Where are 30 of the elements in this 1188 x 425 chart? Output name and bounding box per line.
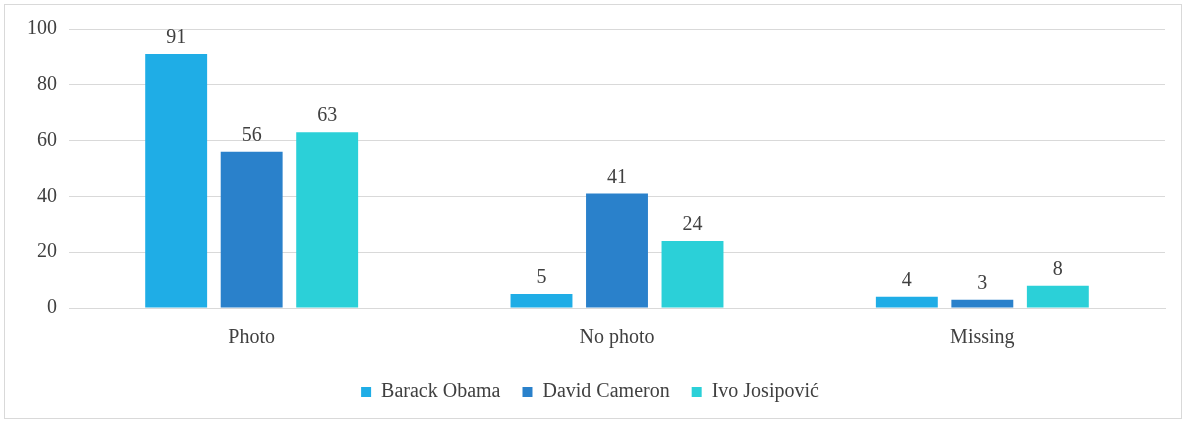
data-label: 63: [317, 103, 338, 126]
y-tick-label: 0: [47, 295, 57, 318]
data-label: 24: [682, 212, 703, 235]
bar: [296, 132, 359, 308]
bar: [1026, 285, 1089, 308]
bar: [586, 193, 648, 308]
bar: [220, 151, 283, 308]
y-tick-label: 60: [37, 127, 57, 150]
x-tick-label: Photo: [228, 325, 276, 348]
data-label: 41: [607, 164, 627, 187]
y-tick-label: 40: [37, 183, 57, 206]
legend-label: Ivo Josipović: [711, 379, 820, 403]
data-label: 8: [1052, 256, 1063, 279]
bar: [875, 296, 938, 308]
bar: [145, 54, 208, 308]
data-label: 56: [241, 123, 262, 146]
y-tick-label: 100: [27, 16, 57, 39]
data-label: 5: [536, 265, 547, 288]
x-tick-label: Missing: [950, 325, 1015, 349]
bar: [661, 241, 724, 308]
y-tick-label: 80: [37, 72, 57, 95]
data-label: 3: [977, 270, 988, 293]
legend-label: David Cameron: [542, 379, 670, 402]
y-tick-label: 20: [37, 239, 57, 262]
x-tick-label: No photo: [579, 325, 655, 349]
data-label: 4: [901, 268, 912, 291]
bar: [510, 294, 573, 308]
legend-label: Barack Obama: [381, 379, 501, 402]
bar: [951, 299, 1014, 308]
data-label: 91: [166, 25, 187, 48]
